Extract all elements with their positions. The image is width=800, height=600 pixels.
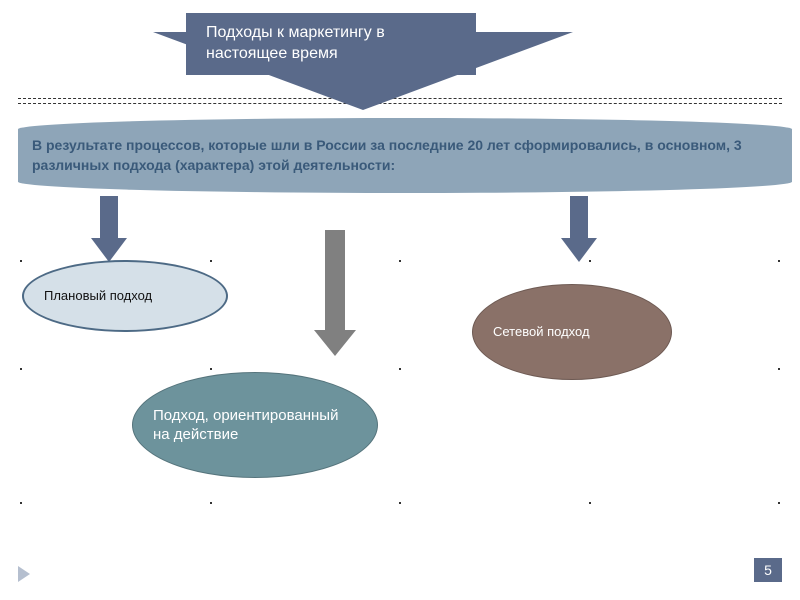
slide-canvas: Подходы к маркетингу в настоящее время В…	[0, 0, 800, 600]
arrow-center-body	[325, 230, 345, 330]
intro-banner: В результате процессов, которые шли в Ро…	[18, 118, 792, 193]
page-number: 5	[754, 558, 782, 582]
arrow-left-body	[100, 196, 118, 238]
ellipse-plan-label: Плановый подход	[44, 288, 152, 305]
ellipse-action-label: Подход, ориентированный на действие	[153, 406, 357, 445]
arrow-right-body	[570, 196, 588, 238]
slide-title: Подходы к маркетингу в настоящее время	[186, 13, 476, 75]
ellipse-plan: Плановый подход	[22, 260, 228, 332]
ellipse-network-label: Сетевой подход	[493, 324, 590, 341]
ellipse-network: Сетевой подход	[472, 284, 672, 380]
slide-title-text: Подходы к маркетингу в настоящее время	[206, 24, 385, 62]
ellipse-action: Подход, ориентированный на действие	[132, 372, 378, 478]
dot-row	[20, 368, 780, 370]
arrow-left-head-icon	[91, 238, 127, 262]
dot-row	[20, 502, 780, 504]
page-number-text: 5	[764, 562, 772, 578]
intro-banner-text: В результате процессов, которые шли в Ро…	[32, 137, 742, 173]
corner-marker-icon	[18, 566, 30, 582]
arrow-right-head-icon	[561, 238, 597, 262]
arrow-center-head-icon	[314, 330, 356, 356]
